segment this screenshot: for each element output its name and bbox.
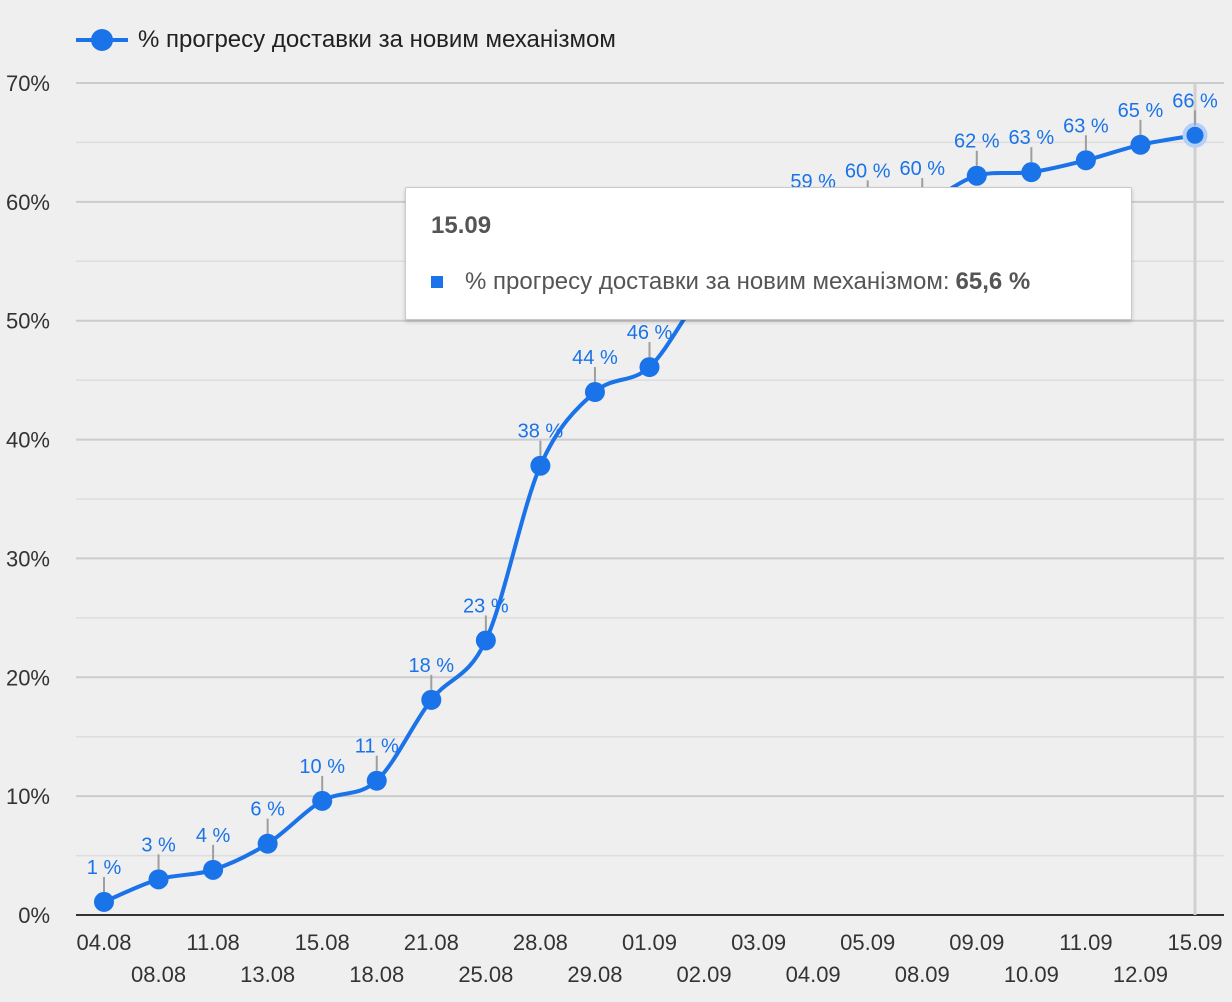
data-label: 38 % <box>518 421 564 443</box>
x-tick-label: 11.09 <box>1059 930 1112 955</box>
data-point <box>148 869 169 890</box>
data-point <box>257 833 278 854</box>
data-point <box>530 455 551 476</box>
tooltip-title: 15.09 <box>431 212 492 239</box>
data-point <box>1182 122 1208 148</box>
data-point <box>312 790 333 811</box>
series-line <box>103 133 1196 904</box>
y-tick-label: 40% <box>6 428 50 453</box>
x-tick-label: 03.09 <box>731 930 786 955</box>
x-tick-label: 21.08 <box>404 930 459 955</box>
y-tick-label: 50% <box>6 309 50 334</box>
x-tick-label: 28.08 <box>513 930 568 955</box>
data-point <box>1130 134 1151 155</box>
x-tick-label: 02.09 <box>677 962 732 987</box>
data-label: 4 % <box>196 825 231 847</box>
x-tick-label: 29.08 <box>567 962 622 987</box>
y-tick-label: 30% <box>6 546 50 571</box>
data-label: 63 % <box>1009 127 1055 149</box>
line-dot-swatch-icon <box>76 22 128 58</box>
data-point <box>366 770 387 791</box>
y-tick-label: 0% <box>18 903 50 928</box>
x-tick-label: 05.09 <box>840 930 895 955</box>
y-tick-label: 10% <box>6 784 50 809</box>
x-tick-label: 01.09 <box>622 930 677 955</box>
x-tick-label: 09.09 <box>949 930 1004 955</box>
series-path <box>103 133 1196 904</box>
x-tick-label: 25.08 <box>458 962 513 987</box>
y-tick-label: 60% <box>6 190 50 215</box>
legend[interactable]: % прогресу доставки за новим механізмом <box>76 22 616 58</box>
x-tick-label: 15.09 <box>1167 930 1222 955</box>
data-label: 6 % <box>250 799 285 821</box>
tooltip-series-label: % прогресу доставки за новим механізмом: <box>465 268 950 295</box>
data-label: 63 % <box>1063 115 1109 137</box>
data-label: 3 % <box>141 834 176 856</box>
tooltip-value: 65,6 % <box>955 268 1031 295</box>
data-point <box>475 630 496 651</box>
data-point <box>203 859 224 880</box>
data-label: 46 % <box>627 322 673 344</box>
x-tick-label: 12.09 <box>1113 962 1168 987</box>
data-label: 44 % <box>572 347 618 369</box>
x-tick-label: 04.09 <box>786 962 841 987</box>
square-swatch-icon <box>431 276 443 288</box>
x-tick-label: 11.08 <box>186 930 239 955</box>
x-tick-label: 08.08 <box>131 962 186 987</box>
data-label: 60 % <box>845 160 891 182</box>
data-label: 1 % <box>87 857 122 879</box>
y-tick-label: 20% <box>6 665 50 690</box>
data-point <box>1021 162 1042 183</box>
data-label: 18 % <box>409 655 455 677</box>
data-label: 66 % <box>1172 90 1218 112</box>
data-label: 23 % <box>463 595 509 617</box>
legend-label: % прогресу доставки за новим механізмом <box>138 26 616 53</box>
data-label: 65 % <box>1118 100 1164 122</box>
data-point <box>94 891 114 912</box>
data-point <box>421 689 442 710</box>
data-label: 60 % <box>899 158 945 180</box>
x-tick-label: 10.09 <box>1004 962 1059 987</box>
x-tick-label: 08.09 <box>895 962 950 987</box>
data-point <box>639 357 660 378</box>
data-label: 10 % <box>299 756 345 778</box>
x-tick-label: 18.08 <box>349 962 404 987</box>
data-point <box>584 382 605 403</box>
tooltip-row: % прогресу доставки за новим механізмом:… <box>431 268 1030 296</box>
data-label: 11 % <box>355 736 399 758</box>
x-tick-label: 04.08 <box>76 930 131 955</box>
x-tick-label: 15.08 <box>295 930 350 955</box>
y-axis-tick-labels: 0% 10% 20% 30% 40% 50% 60% 70% <box>6 71 50 928</box>
x-tick-label: 13.08 <box>240 962 295 987</box>
y-tick-label: 70% <box>6 71 50 96</box>
data-point <box>966 165 987 186</box>
tooltip: 15.09 % прогресу доставки за новим механ… <box>405 187 1132 320</box>
data-label: 62 % <box>954 131 1000 153</box>
data-point <box>1075 150 1096 171</box>
grid-lines <box>76 82 1224 916</box>
